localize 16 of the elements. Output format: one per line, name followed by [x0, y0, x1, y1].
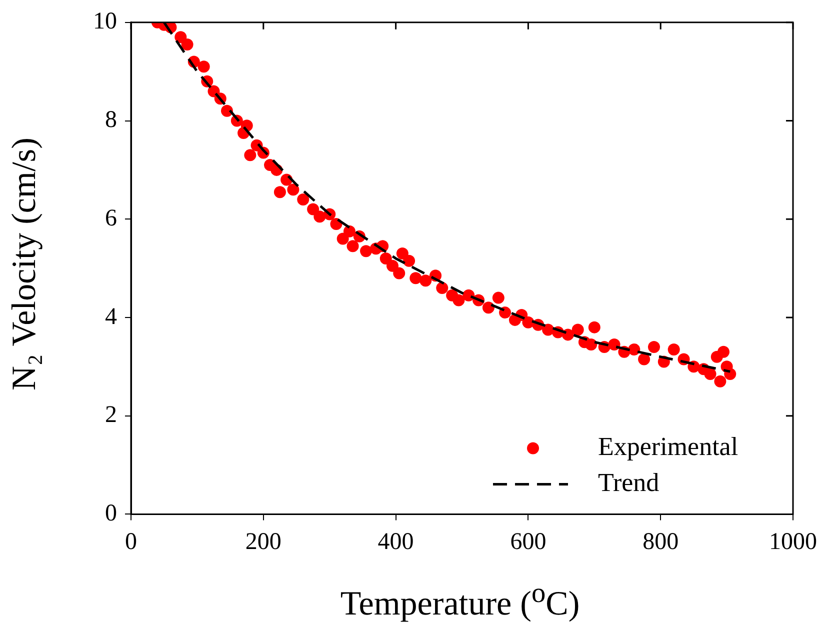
- y-axis-title: N₂ Velocity (cm/s): [6, 136, 44, 392]
- legend-label: Experimental: [598, 432, 738, 462]
- x-tick-label: 0: [125, 528, 137, 555]
- y-tick-label: 10: [93, 8, 117, 35]
- y-tick-label: 6: [105, 205, 117, 232]
- legend-label: Trend: [598, 468, 660, 498]
- x-tick-label: 600: [510, 528, 546, 555]
- y-tick-label: 4: [105, 304, 117, 330]
- x-tick-label: 200: [245, 528, 282, 555]
- x-axis-title: Temperature ($^{o}$C): [339, 578, 581, 624]
- x-tick-label: 1000: [769, 528, 817, 555]
- y-tick-label: 8: [105, 107, 117, 134]
- x-tick-label: 400: [378, 528, 414, 555]
- x-tick-label: 800: [642, 528, 679, 555]
- y-tick-label: 0: [105, 500, 117, 526]
- y-tick-label: 2: [105, 402, 117, 428]
